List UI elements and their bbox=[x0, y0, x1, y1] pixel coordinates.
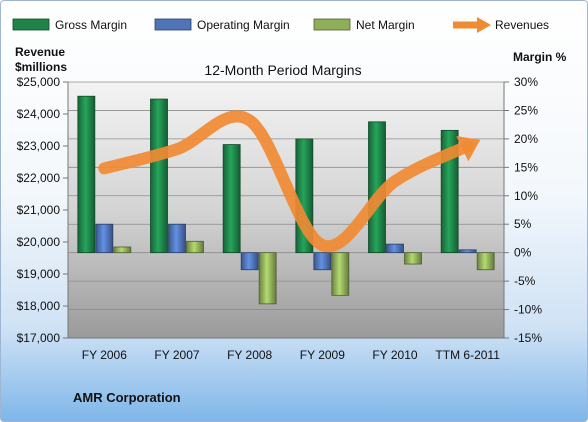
left-axis-title-line2: $millions bbox=[15, 60, 67, 74]
left-tick-label: $22,000 bbox=[17, 171, 61, 185]
left-tick-label: $24,000 bbox=[17, 107, 61, 121]
revenue-line bbox=[98, 110, 474, 253]
x-tick-label: FY 2007 bbox=[154, 348, 199, 362]
x-tick-label: FY 2008 bbox=[227, 348, 272, 362]
bar-operating-margin bbox=[386, 243, 404, 254]
x-tick-label: TTM 6-2011 bbox=[435, 348, 500, 362]
bar-series bbox=[77, 95, 495, 305]
left-axis-title-line1: Revenue bbox=[15, 45, 65, 59]
legend-label: Gross Margin bbox=[55, 18, 127, 32]
left-tick-label: $17,000 bbox=[17, 331, 61, 345]
right-axis-title: Margin % bbox=[513, 50, 567, 64]
bar-net-margin bbox=[258, 252, 277, 305]
right-tick-label: -5% bbox=[514, 274, 536, 288]
right-tick-label: -15% bbox=[514, 331, 542, 345]
chart-title: 12-Month Period Margins bbox=[204, 62, 361, 78]
legend-swatch bbox=[154, 18, 192, 31]
right-tick-label: 30% bbox=[514, 75, 538, 89]
bar-operating-margin bbox=[240, 252, 259, 271]
left-tick-label: $21,000 bbox=[17, 203, 61, 217]
right-tick-label: 5% bbox=[514, 217, 532, 231]
revenue-line-layer bbox=[98, 110, 481, 253]
axes: 30% 25% 20% 15% 10% 5% 0% -5% -10% -15% $25,000 $24… bbox=[17, 75, 543, 362]
right-tick-label: 0% bbox=[514, 246, 532, 260]
bar-gross-margin bbox=[150, 98, 168, 254]
right-tick-label: 25% bbox=[514, 103, 538, 117]
right-tick-label: 15% bbox=[514, 160, 538, 174]
right-tick-label: 10% bbox=[514, 189, 538, 203]
legend-label: Revenues bbox=[495, 18, 549, 32]
bar-operating-margin bbox=[168, 223, 186, 254]
bar-net-margin bbox=[476, 252, 495, 271]
plot-area bbox=[68, 82, 504, 338]
footer-company: AMR Corporation bbox=[73, 390, 181, 405]
bar-operating-margin bbox=[313, 252, 332, 271]
legend-label: Operating Margin bbox=[197, 18, 290, 32]
bar-net-margin bbox=[113, 246, 132, 254]
x-tick-label: FY 2010 bbox=[372, 348, 417, 362]
legend: Gross Margin Operating Margin Net Margin Re… bbox=[12, 17, 549, 33]
legend-swatch bbox=[12, 18, 50, 31]
legend-arrow bbox=[477, 17, 491, 33]
legend-swatch bbox=[313, 18, 351, 31]
bar-net-margin bbox=[186, 240, 204, 254]
x-tick-label: FY 2009 bbox=[300, 348, 345, 362]
left-tick-label: $18,000 bbox=[17, 299, 61, 313]
bar-gross-margin bbox=[222, 144, 241, 254]
x-tick-label: FY 2006 bbox=[82, 348, 127, 362]
right-tick-label: 20% bbox=[514, 132, 538, 146]
revenue-arrowhead bbox=[456, 136, 481, 162]
right-tick-label: -10% bbox=[514, 303, 542, 317]
bar-gross-margin bbox=[77, 95, 96, 254]
left-tick-label: $19,000 bbox=[17, 267, 61, 281]
bar-operating-margin bbox=[458, 249, 477, 254]
left-tick-label: $20,000 bbox=[17, 235, 61, 249]
left-tick-label: $23,000 bbox=[17, 139, 61, 153]
bar-operating-margin bbox=[95, 223, 114, 254]
bar-net-margin bbox=[331, 252, 350, 296]
bar-net-margin bbox=[404, 252, 422, 265]
left-tick-label: $25,000 bbox=[17, 75, 61, 89]
legend-label: Net Margin bbox=[356, 18, 415, 32]
